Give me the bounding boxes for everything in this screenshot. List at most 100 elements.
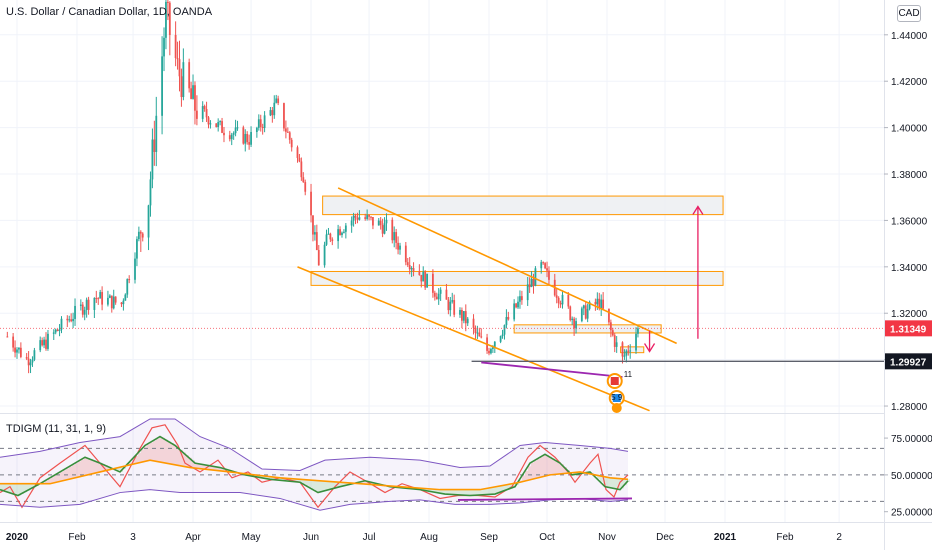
candle-down — [190, 82, 192, 100]
candle-down — [140, 230, 142, 252]
candle-body — [625, 351, 627, 356]
candle-down — [70, 313, 72, 322]
candle-body — [476, 333, 478, 334]
time-tick-label: Feb — [68, 532, 86, 543]
candle-body — [244, 134, 246, 144]
earnings-marker-bottom[interactable]: 5 9 — [610, 391, 624, 405]
candle-body — [32, 360, 34, 363]
candle-down — [287, 127, 289, 132]
candle-body — [527, 284, 529, 300]
candle-up — [59, 324, 61, 336]
candle-body — [20, 348, 22, 357]
divergence-line-price[interactable] — [481, 362, 622, 377]
signal-fill-slice — [540, 457, 543, 477]
candle-body — [190, 88, 192, 99]
candle-body — [18, 348, 20, 350]
candle-down — [300, 158, 302, 181]
candle-body — [488, 351, 490, 353]
time-tick-label: May — [242, 532, 261, 543]
candle-body — [12, 337, 14, 348]
candle-body — [142, 234, 144, 238]
candle-body — [318, 250, 320, 265]
target-down-arrow[interactable] — [645, 331, 655, 352]
signal-fill-slice — [468, 490, 471, 496]
candle-up — [562, 290, 564, 308]
candle-body — [393, 232, 395, 240]
candle-body — [635, 334, 637, 351]
candle-body — [177, 58, 179, 59]
candle-body — [556, 295, 558, 298]
candle-up — [107, 291, 109, 307]
candle-body — [217, 122, 219, 127]
candle-down — [229, 131, 231, 142]
candle-body — [194, 85, 196, 110]
candle-down — [57, 329, 59, 331]
candle-up — [109, 294, 111, 298]
candle-down — [121, 302, 123, 307]
candle-body — [84, 310, 86, 315]
candle-body — [196, 111, 198, 119]
candle-up — [192, 74, 194, 99]
candle-up — [490, 348, 492, 355]
candle-body — [329, 234, 331, 240]
candle-body — [328, 234, 330, 235]
channel-lower-line[interactable] — [297, 267, 649, 411]
candle-down — [14, 340, 16, 357]
candle-body — [575, 321, 577, 328]
time-tick-label: Feb — [776, 532, 794, 543]
price-zone-2[interactable] — [311, 271, 723, 285]
candle-body — [451, 300, 453, 302]
candle-up — [152, 128, 154, 188]
candle-down — [177, 42, 179, 70]
candle-down — [453, 295, 455, 318]
indicator-tick-label: 25.00000 — [891, 508, 932, 519]
time-tick-label: Oct — [539, 532, 555, 543]
candle-up — [506, 309, 508, 328]
candle-body — [600, 300, 602, 309]
signal-fill-slice — [465, 490, 468, 496]
candle-body — [587, 309, 589, 319]
candle-down — [542, 261, 544, 264]
currency-button[interactable]: CAD — [897, 5, 921, 22]
candle-down — [560, 301, 562, 308]
candle-up — [270, 107, 272, 116]
candle-down — [608, 308, 610, 325]
price-zone-1[interactable] — [323, 196, 723, 215]
candle-down — [97, 297, 99, 305]
candle-up — [581, 307, 583, 323]
time-tick-label: Nov — [598, 532, 616, 543]
candle-body — [45, 340, 47, 349]
candle-down — [299, 154, 301, 162]
candle-down — [391, 217, 393, 243]
time-tick-label: Jul — [363, 532, 376, 543]
candle-body — [440, 290, 442, 294]
candle-up — [136, 236, 138, 266]
candle-up — [244, 129, 246, 151]
candle-body — [273, 103, 275, 115]
earnings-marker-top[interactable]: 11 — [608, 370, 633, 388]
candle-up — [326, 230, 328, 246]
candle-down — [271, 107, 273, 123]
candle-body — [136, 239, 138, 258]
candle-up — [502, 330, 504, 339]
candle-body — [436, 297, 438, 300]
candle-up — [219, 120, 221, 125]
candle-body — [391, 220, 393, 240]
candle-body — [204, 106, 206, 109]
candle-up — [343, 229, 345, 233]
candle-down — [558, 296, 560, 308]
candle-up — [384, 217, 386, 234]
candle-down — [283, 103, 285, 132]
time-tick-label: Apr — [185, 532, 201, 543]
candle-body — [41, 340, 43, 345]
candle-up — [535, 266, 537, 286]
candle-body — [422, 272, 424, 282]
candle-body — [291, 140, 293, 147]
candle-body — [138, 232, 140, 239]
candle-down — [312, 215, 314, 241]
signal-fill-slice — [543, 455, 546, 476]
event-markers[interactable]: 115 9 — [608, 370, 633, 413]
candle-up — [476, 326, 478, 339]
